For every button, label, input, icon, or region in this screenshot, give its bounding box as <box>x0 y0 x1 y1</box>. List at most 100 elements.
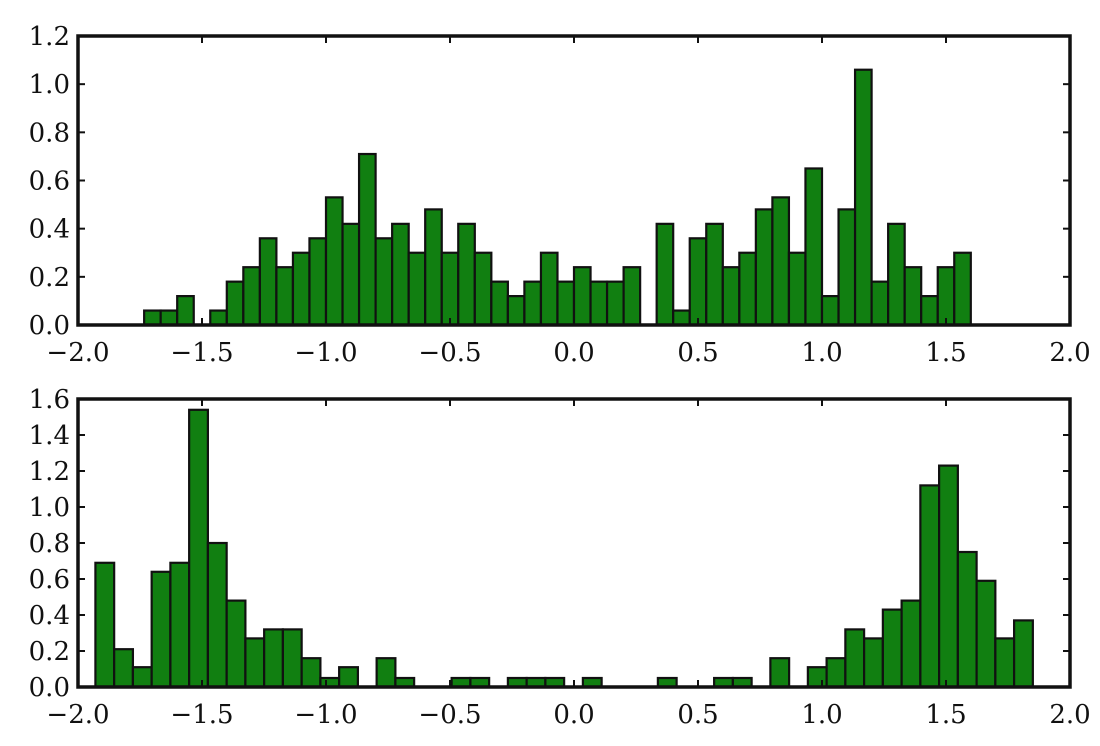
histogram-bar <box>169 561 191 689</box>
histogram-bar <box>143 309 162 327</box>
histogram-bar <box>688 237 708 327</box>
histogram-bar <box>556 280 576 327</box>
y-tick-label: 1.0 <box>29 493 70 523</box>
x-tick-label: −1.0 <box>294 700 357 730</box>
histogram-bar <box>341 222 361 327</box>
histogram-bar <box>300 657 322 689</box>
y-tick-label: 0.2 <box>29 263 70 293</box>
y-tick-label: 0.6 <box>29 565 70 595</box>
histogram-bar <box>900 599 922 689</box>
x-tick-label: −0.5 <box>418 338 481 368</box>
histogram-bar <box>754 208 774 327</box>
x-tick-label: −2.0 <box>46 338 109 368</box>
histogram-bar <box>672 309 691 327</box>
histogram-bar <box>738 251 757 327</box>
y-tick-label: 1.2 <box>29 457 70 487</box>
histogram-bar <box>457 222 476 327</box>
histogram-bar <box>771 196 791 327</box>
x-tick-label: 1.5 <box>925 338 966 368</box>
y-tick-label: 1.6 <box>29 385 70 415</box>
x-tick-label: −0.5 <box>418 700 481 730</box>
histogram-bar <box>209 309 228 327</box>
histogram-bar <box>844 628 866 689</box>
y-tick-label: 1.0 <box>29 70 70 100</box>
histogram-bar <box>572 266 592 327</box>
histogram-bar <box>1012 619 1034 689</box>
x-tick-label: 2.0 <box>1049 338 1090 368</box>
histogram-bar <box>357 152 377 327</box>
top-histogram-panel: −2.0 −1.5 −1.0 −0.5 0.0 0.5 1.0 1.5 2.0 0.0 0.2 0.4… <box>29 22 1091 368</box>
histogram-bar <box>589 280 609 327</box>
x-tick-label: 2.0 <box>1049 700 1090 730</box>
histogram-bar <box>424 208 443 327</box>
histogram-bar <box>804 167 824 327</box>
histogram-bar <box>806 666 828 689</box>
histogram-bar <box>853 68 873 327</box>
x-tick-label: 0.0 <box>553 700 594 730</box>
bottom-histogram-panel: −2.0 −1.5 −1.0 −0.5 0.0 0.5 1.0 1.5 2.0 0.0 0.2 0.4… <box>29 385 1091 730</box>
x-tick-label: 1.0 <box>801 700 842 730</box>
x-tick-label: 0.0 <box>553 338 594 368</box>
histogram-bar <box>374 237 394 327</box>
x-tick-label: 1.0 <box>801 338 842 368</box>
x-tick-label: −1.0 <box>294 338 357 368</box>
histogram-bar <box>825 657 847 689</box>
histogram-bar <box>308 237 328 327</box>
histogram-bar <box>881 608 903 689</box>
y-tick-label: 0.4 <box>29 601 70 631</box>
histogram-bar <box>281 628 303 689</box>
y-tick-label: 0.8 <box>29 529 70 559</box>
y-tick-label: 0.6 <box>29 167 70 197</box>
histogram-bar <box>407 251 427 327</box>
x-tick-label: 0.5 <box>677 338 718 368</box>
x-tick-label: −2.0 <box>46 700 109 730</box>
y-tick-label: 0.8 <box>29 118 70 148</box>
histogram-bar <box>787 251 807 327</box>
histogram-bar <box>769 657 791 689</box>
y-tick-label: 0.0 <box>29 673 70 703</box>
histogram-bar <box>605 280 625 327</box>
histogram-bar <box>490 280 509 327</box>
histogram-bar <box>275 266 295 327</box>
histogram-bar <box>440 251 460 327</box>
histogram-bar <box>953 251 972 327</box>
histogram-bar <box>150 570 172 689</box>
histogram-bar <box>113 648 135 689</box>
histogram-bar <box>975 579 997 689</box>
histogram-bar <box>506 295 526 327</box>
histogram-bar <box>188 408 209 689</box>
histogram-bar <box>473 251 493 327</box>
histogram-bar <box>622 266 642 327</box>
histogram-bar <box>391 222 410 327</box>
histogram-bar <box>705 222 724 327</box>
histogram-bar <box>258 237 278 327</box>
x-tick-label: 0.5 <box>677 700 718 730</box>
histogram-bar <box>903 266 923 327</box>
histogram-bar <box>820 295 840 327</box>
x-tick-label: 1.5 <box>925 700 966 730</box>
histogram-bar <box>324 196 344 327</box>
histogram-bar <box>936 266 956 327</box>
x-tick-label: −1.5 <box>170 338 233 368</box>
histogram-bar <box>655 222 675 327</box>
histogram-bar <box>159 309 179 327</box>
y-tick-label: 0.0 <box>29 311 70 341</box>
histogram-bar <box>938 464 959 689</box>
histogram-bar <box>263 628 284 689</box>
histogram-bar <box>870 280 890 327</box>
histogram-bar <box>242 266 261 327</box>
histogram-bar <box>338 666 359 689</box>
x-tick-label: −1.5 <box>170 700 233 730</box>
histogram-bar <box>721 266 741 327</box>
histogram-bar <box>863 637 884 689</box>
y-tick-label: 0.4 <box>29 215 70 245</box>
histogram-bar <box>375 657 397 689</box>
histogram-bar <box>244 637 266 689</box>
histogram-bar <box>919 484 941 689</box>
histogram-bar <box>887 222 906 327</box>
histogram-bar <box>94 561 116 689</box>
y-tick-label: 1.4 <box>29 421 70 451</box>
histogram-bar <box>291 251 311 327</box>
histogram-bar <box>837 208 857 327</box>
